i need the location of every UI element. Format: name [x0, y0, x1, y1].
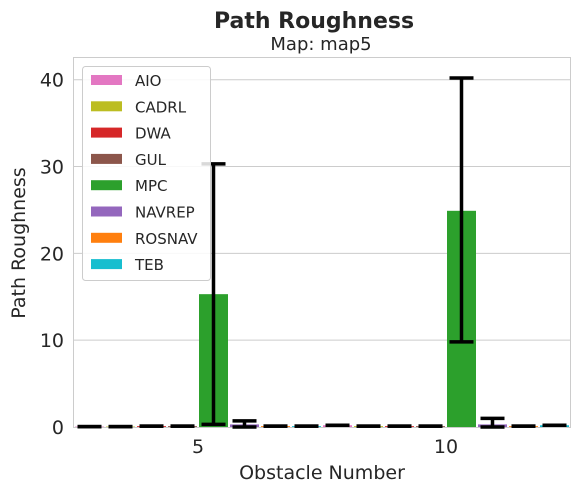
legend-label-aio: AIO	[135, 72, 162, 90]
chart-subtitle: Map: map5	[270, 34, 371, 55]
error-bars	[77, 76, 567, 429]
y-tick-label: 40	[40, 70, 64, 92]
y-tick-label: 30	[40, 157, 64, 179]
chart-title: Path Roughness	[214, 9, 414, 34]
legend-swatch-mpc	[91, 180, 122, 191]
legend-swatch-dwa	[91, 127, 122, 138]
x-tick-labels: 5 10	[192, 436, 458, 458]
legend-box	[82, 66, 211, 281]
legend-swatch-gul	[91, 153, 122, 164]
legend-label-navrep: NAVREP	[135, 204, 195, 222]
x-axis-label: Obstacle Number	[239, 462, 405, 484]
legend-label-rosnav: ROSNAV	[135, 230, 198, 248]
y-tick-label: 20	[40, 243, 64, 265]
legend: AIO CADRL DWA GUL MPC NAVREP ROSNAV TEB	[82, 66, 211, 281]
legend-label-mpc: MPC	[135, 177, 167, 195]
x-tick-label: 5	[192, 436, 204, 458]
y-tick-label: 10	[40, 330, 64, 352]
legend-label-gul: GUL	[135, 151, 167, 169]
y-tick-label: 0	[52, 417, 64, 439]
legend-label-teb: TEB	[134, 256, 164, 274]
legend-swatch-cadrl	[91, 101, 122, 112]
legend-label-dwa: DWA	[135, 125, 172, 143]
legend-label-cadrl: CADRL	[135, 98, 187, 116]
x-tick-label: 10	[434, 436, 458, 458]
legend-swatch-navrep	[91, 206, 122, 217]
legend-swatch-teb	[91, 259, 122, 270]
legend-swatch-aio	[91, 75, 122, 85]
y-tick-labels: 0 10 20 30 40	[40, 70, 64, 439]
y-axis-label: Path Roughness	[8, 167, 30, 318]
legend-swatch-rosnav	[91, 232, 122, 243]
